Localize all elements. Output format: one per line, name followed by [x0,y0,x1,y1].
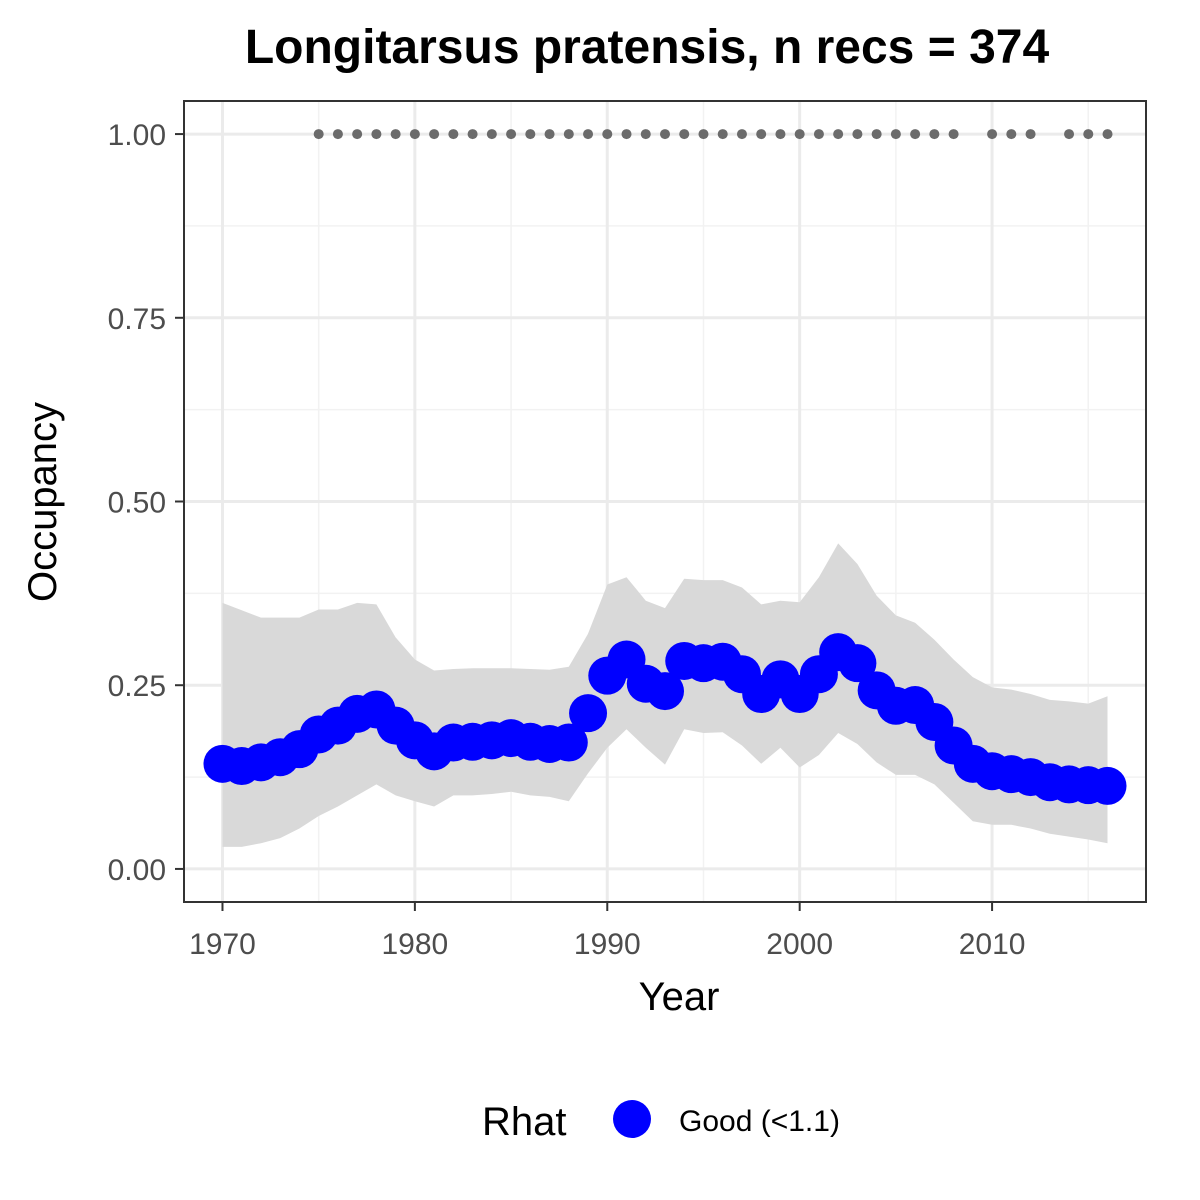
record-marker [1006,129,1017,140]
record-marker [717,129,728,140]
legend: Rhat Good (<1.1) [482,1100,840,1144]
record-marker [833,129,844,140]
record-marker [948,129,959,140]
x-tick-label: 2000 [766,928,833,961]
record-marker [1025,129,1036,140]
record-marker [429,129,440,140]
record-marker [544,129,555,140]
record-marker [929,129,940,140]
record-marker [1064,129,1075,140]
occupancy-point [838,644,877,683]
record-marker [640,129,651,140]
record-marker [602,129,613,140]
record-marker [583,129,594,140]
record-marker [525,129,536,140]
record-marker [621,129,632,140]
record-marker [371,129,382,140]
record-marker [1083,129,1094,140]
chart-title: Longitarsus pratensis, n recs = 374 [245,21,1050,74]
occupancy-point [549,723,588,762]
legend-title: Rhat [482,1100,567,1144]
axes: 0.00 0.25 0.50 0.75 1.00 1970 1980 1990 2000 2010 [108,119,1026,961]
record-marker [679,129,690,140]
record-marker [506,129,517,140]
y-tick-label: 0.00 [108,854,166,887]
record-marker [890,129,901,140]
record-marker [813,129,824,140]
record-marker [467,129,478,140]
record-marker [736,129,747,140]
record-marker [486,129,497,140]
record-marker [852,129,863,140]
y-tick-label: 0.75 [108,303,166,336]
record-marker [563,129,574,140]
record-marker [1102,129,1113,140]
legend-key-good [613,1100,651,1138]
record-markers [313,129,1113,140]
record-marker [409,129,420,140]
x-tick-label: 1990 [574,928,641,961]
y-axis-title: Occupancy [21,402,65,602]
occupancy-points [203,633,1127,805]
record-marker [756,129,767,140]
record-marker [352,129,363,140]
y-tick-label: 0.25 [108,670,166,703]
record-marker [660,129,670,140]
occupancy-point [646,672,684,711]
record-marker [448,129,459,140]
x-tick-label: 2010 [959,928,1026,961]
occupancy-point [1088,766,1127,805]
record-marker [332,129,343,140]
record-marker [390,129,401,140]
record-marker [698,129,709,140]
record-marker [313,129,324,140]
y-tick-label: 0.50 [108,487,166,520]
record-marker [794,129,805,140]
legend-label-good: Good (<1.1) [679,1105,840,1138]
x-tick-label: 1980 [382,928,449,961]
record-marker [987,129,998,140]
record-marker [871,129,882,140]
record-marker [775,129,786,140]
occupancy-point [569,694,608,733]
y-tick-label: 1.00 [108,119,166,152]
x-axis-title: Year [639,975,720,1019]
x-tick-label: 1970 [189,928,256,961]
record-marker [910,129,921,140]
